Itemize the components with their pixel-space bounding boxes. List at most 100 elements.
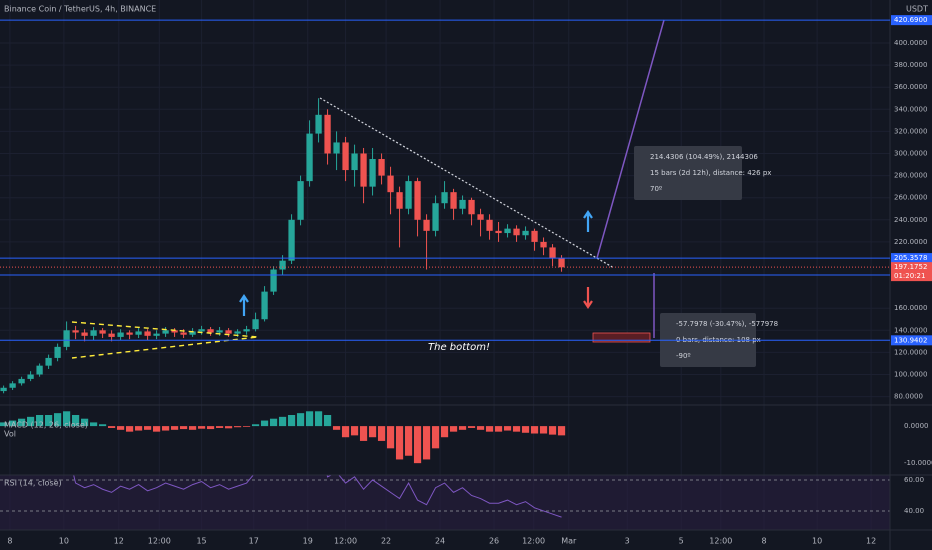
macd-bar xyxy=(287,415,296,427)
candle-body xyxy=(495,230,502,234)
macd-bar xyxy=(188,426,197,430)
y-tick-label: 240.0000 xyxy=(894,216,927,224)
macd-bar xyxy=(242,426,251,427)
x-tick-label: 10 xyxy=(812,537,822,546)
candle-body xyxy=(279,260,286,270)
candle-body xyxy=(135,331,142,335)
macd-bar xyxy=(467,426,476,428)
macd-bar xyxy=(89,422,98,427)
macd-bar xyxy=(458,426,467,430)
candle-body xyxy=(261,291,268,320)
macd-bar xyxy=(251,424,260,427)
candle-body xyxy=(441,192,448,204)
candle-body xyxy=(108,333,115,337)
candle-body xyxy=(387,175,394,193)
candle-body xyxy=(27,374,34,379)
x-tick-label: 26 xyxy=(489,537,499,546)
candle-body xyxy=(306,133,313,182)
measure-text: -90º xyxy=(676,352,691,360)
measure-text: 15 bars (2d 12h), distance: 426 px xyxy=(650,169,771,177)
macd-bar xyxy=(413,426,422,464)
y-tick-label: 40.00 xyxy=(904,507,924,515)
candle-body xyxy=(513,228,520,236)
measure-box: 214.4306 (104.49%), 2144306 15 bars (2d … xyxy=(634,146,771,200)
macd-bar xyxy=(62,411,71,427)
candle-body xyxy=(225,330,232,334)
arrow-up xyxy=(583,210,593,232)
y-tick-label: 340.0000 xyxy=(894,105,927,113)
candle-body xyxy=(144,331,151,336)
macd-bar xyxy=(152,426,161,432)
macd-bar xyxy=(233,426,242,428)
macd-bar xyxy=(350,426,359,436)
candle-body xyxy=(270,269,277,292)
macd-bar xyxy=(8,420,17,427)
candle-body xyxy=(369,159,376,187)
macd-bar xyxy=(323,415,332,427)
macd-bar xyxy=(35,415,44,427)
candle-body xyxy=(171,330,178,333)
target-zone xyxy=(592,332,651,343)
x-tick-label: 22 xyxy=(381,537,391,546)
last-price-bg xyxy=(891,262,932,282)
measure-text: 214.4306 (104.49%), 2144306 xyxy=(650,153,758,161)
candle-body xyxy=(378,159,385,176)
y-tick-label: 300.0000 xyxy=(894,149,927,157)
y-tick-label: 260.0000 xyxy=(894,194,927,202)
macd-bar xyxy=(278,416,287,427)
y-tick-label: 380.0000 xyxy=(894,61,927,69)
candle-body xyxy=(81,332,88,336)
macd-bar xyxy=(143,426,152,430)
candle-body xyxy=(351,153,358,171)
candle-body xyxy=(288,219,295,261)
candle-body xyxy=(558,258,565,268)
macd-bar xyxy=(260,420,269,427)
macd-bar xyxy=(44,415,53,427)
candle-body xyxy=(450,192,457,209)
x-tick-label: 24 xyxy=(435,537,445,546)
macd-bar xyxy=(305,411,314,427)
currency: USDT xyxy=(906,5,928,14)
y-tick-label: 140.0000 xyxy=(894,326,927,334)
macd-bar xyxy=(512,426,521,432)
y-tick-label: 100.0000 xyxy=(894,371,927,379)
macd-bar xyxy=(341,426,350,438)
macd-bar xyxy=(368,426,377,438)
macd-bar xyxy=(548,426,557,435)
candle-body xyxy=(360,153,367,187)
candle-body xyxy=(180,332,187,335)
candle-body xyxy=(63,330,70,347)
x-tick-label: 8 xyxy=(761,537,766,546)
candle-body xyxy=(153,333,160,336)
candle-body xyxy=(504,228,511,234)
x-tick-label: 12:00 xyxy=(709,537,732,546)
arrow-down xyxy=(583,287,593,309)
projection-line xyxy=(596,19,665,259)
measure-text: -57.7978 (-30.47%), -577978 xyxy=(676,320,778,328)
rsi-title: RSI (14, close) xyxy=(4,479,62,488)
candle-body xyxy=(9,383,16,388)
rsi-pane xyxy=(0,475,890,518)
macd-bar xyxy=(422,426,431,460)
x-tick-label: 15 xyxy=(196,537,206,546)
macd-bar xyxy=(404,426,413,456)
candle-body xyxy=(342,142,349,171)
price-label-bg xyxy=(891,253,932,264)
candle-body xyxy=(423,219,430,231)
x-tick-label: 12:00 xyxy=(148,537,171,546)
chart-title: Binance Coin / TetherUS, 4h, BINANCE xyxy=(4,5,156,14)
macd-bar xyxy=(431,426,440,449)
candle-body xyxy=(396,192,403,209)
x-tick-label: 5 xyxy=(679,537,684,546)
x-tick-label: Mar xyxy=(561,537,577,546)
macd-bar xyxy=(539,426,548,434)
y-tick-label: 360.0000 xyxy=(894,83,927,91)
macd-bar xyxy=(296,413,305,427)
candle-body xyxy=(36,365,43,375)
macd-bar xyxy=(116,426,125,430)
y-tick-label: 400.0000 xyxy=(894,39,927,47)
y-tick-label: 220.0000 xyxy=(894,238,927,246)
y-tick-label: -10.0000 xyxy=(904,459,932,467)
macd-bar xyxy=(440,426,449,438)
candle-body xyxy=(333,142,340,154)
